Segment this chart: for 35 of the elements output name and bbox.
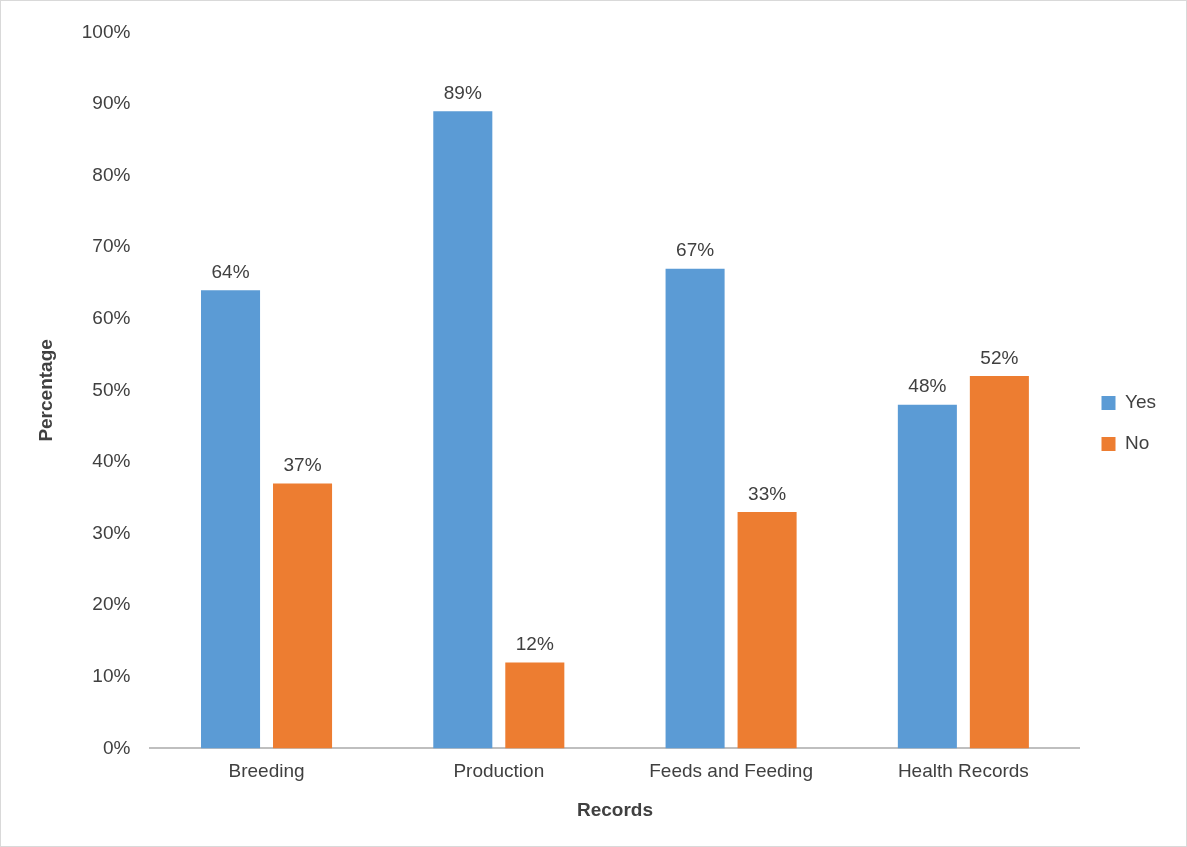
y-tick-label: 20% bbox=[92, 593, 131, 615]
bar bbox=[665, 268, 725, 749]
x-axis-title: Records bbox=[576, 798, 653, 820]
legend-label: No bbox=[1125, 432, 1150, 454]
data-label: 64% bbox=[211, 260, 250, 282]
y-tick-label: 70% bbox=[92, 235, 131, 257]
data-label: 67% bbox=[676, 239, 715, 261]
bar bbox=[737, 512, 797, 749]
data-label: 52% bbox=[980, 346, 1019, 368]
data-label: 89% bbox=[443, 81, 482, 103]
y-tick-label: 90% bbox=[92, 92, 131, 114]
x-tick-label: Feeds and Feeding bbox=[649, 760, 813, 782]
y-tick-label: 80% bbox=[92, 163, 131, 185]
x-tick-label: Breeding bbox=[228, 760, 305, 782]
bar bbox=[273, 483, 333, 749]
bar bbox=[201, 290, 261, 749]
legend-label: Yes bbox=[1125, 391, 1156, 413]
y-tick-label: 0% bbox=[102, 736, 131, 758]
data-label: 37% bbox=[283, 454, 322, 476]
y-tick-label: 100% bbox=[81, 20, 131, 42]
y-axis-title: Percentage bbox=[34, 339, 56, 442]
y-tick-label: 10% bbox=[92, 665, 131, 687]
x-tick-label: Health Records bbox=[897, 760, 1029, 782]
y-tick-label: 50% bbox=[92, 378, 131, 400]
bar bbox=[969, 376, 1029, 749]
y-tick-label: 30% bbox=[92, 521, 131, 543]
x-tick-label: Production bbox=[453, 760, 545, 782]
bar bbox=[505, 662, 565, 749]
y-tick-label: 60% bbox=[92, 307, 131, 329]
data-label: 48% bbox=[908, 375, 947, 397]
bar bbox=[897, 404, 957, 749]
data-label: 12% bbox=[515, 633, 554, 655]
data-label: 33% bbox=[748, 482, 787, 504]
y-tick-label: 40% bbox=[92, 450, 131, 472]
bar bbox=[433, 111, 493, 749]
